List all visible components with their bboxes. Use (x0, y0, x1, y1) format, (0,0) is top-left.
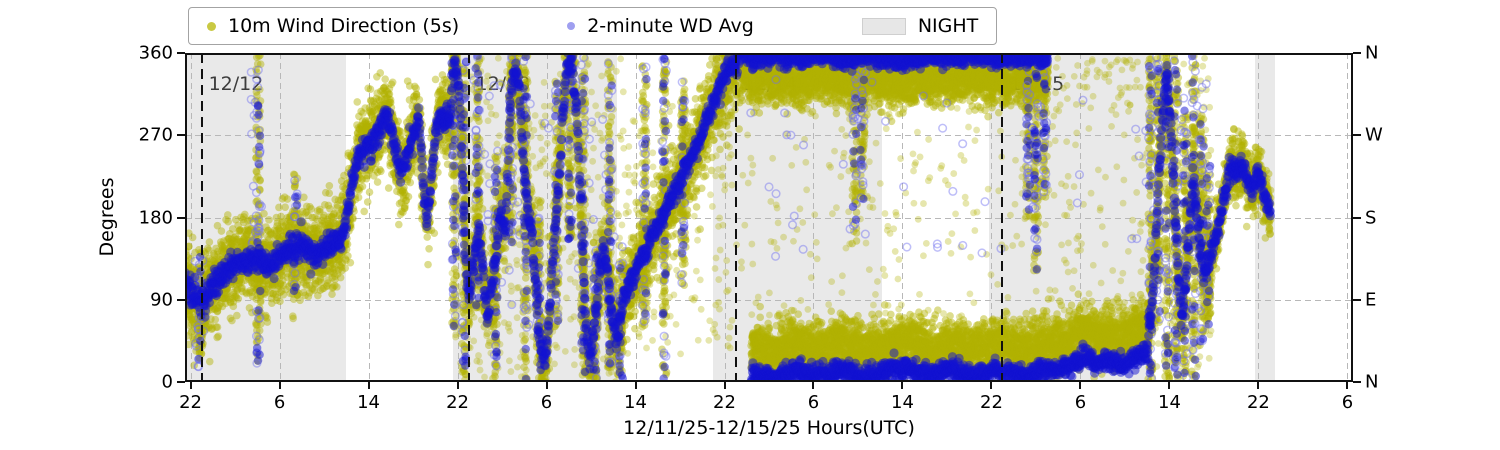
plot-area: 12/1212/1312/1412/15 (185, 53, 1353, 382)
x-tick-label: 22 (446, 392, 469, 413)
x-tick-mark (545, 382, 548, 389)
day-divider-line (200, 53, 203, 382)
x-tick-label: 22 (1246, 392, 1270, 413)
compass-label: W (1365, 124, 1383, 146)
legend-label: NIGHT (917, 15, 979, 37)
right-tick-mark (1353, 298, 1361, 301)
x-tick-label: 6 (807, 392, 820, 413)
y-tick-mark (177, 298, 185, 301)
x-tick-mark (812, 382, 815, 389)
x-tick-label: 6 (273, 392, 286, 413)
x-tick-label: 14 (357, 392, 380, 413)
legend: 10m Wind Direction (5s) 2-minute WD Avg NI… (188, 7, 998, 45)
compass-label: E (1365, 289, 1377, 311)
x-tick-mark (723, 382, 726, 389)
x-tick-label: 6 (1074, 392, 1087, 413)
y-tick-mark (177, 134, 185, 137)
legend-label: 2-minute WD Avg (587, 15, 754, 37)
y-tick-label: 180 (138, 207, 173, 228)
x-tick-label: 6 (1341, 392, 1354, 413)
right-tick-mark (1353, 381, 1361, 383)
x-tick-mark (990, 382, 993, 389)
wd-avg-marker-icon (567, 22, 576, 30)
compass-label: N (1365, 371, 1379, 393)
x-axis-label: 12/11/25-12/15/25 Hours(UTC) (623, 417, 915, 439)
day-divider-line (734, 53, 737, 382)
y-tick-label: 360 (138, 42, 173, 64)
x-tick-label: 14 (624, 392, 647, 413)
x-tick-mark (189, 382, 192, 389)
legend-item-2: NIGHT (861, 15, 979, 37)
x-tick-mark (456, 382, 459, 389)
legend-item-1: 2-minute WD Avg (567, 15, 754, 37)
right-tick-mark (1353, 52, 1361, 54)
x-tick-label: 6 (540, 392, 553, 413)
y-tick-mark (177, 381, 185, 383)
x-tick-label: 14 (1158, 392, 1181, 413)
x-tick-mark (367, 382, 370, 389)
x-tick-mark (1346, 382, 1349, 389)
y-tick-mark (177, 52, 185, 54)
x-tick-label: 22 (713, 392, 736, 413)
x-tick-mark (278, 382, 281, 389)
x-tick-mark (634, 382, 637, 389)
x-tick-label: 14 (891, 392, 914, 413)
y-axis-label: Degrees (96, 177, 118, 257)
right-tick-mark (1353, 134, 1361, 137)
scatter-canvas (185, 53, 1353, 382)
legend-item-0: 10m Wind Direction (5s) (207, 15, 459, 37)
y-tick-label: 0 (161, 371, 173, 393)
x-tick-mark (1168, 382, 1171, 389)
x-tick-mark (901, 382, 904, 389)
compass-label: S (1365, 207, 1377, 228)
x-tick-label: 22 (179, 392, 202, 413)
x-tick-mark (1079, 382, 1082, 389)
compass-label: N (1365, 42, 1379, 64)
x-tick-label: 22 (980, 392, 1003, 413)
day-divider-line (467, 53, 470, 382)
y-tick-label: 270 (138, 124, 173, 146)
y-tick-label: 90 (150, 289, 173, 311)
day-divider-line (1001, 53, 1004, 382)
right-tick-mark (1353, 216, 1361, 219)
y-tick-mark (177, 216, 185, 219)
x-tick-mark (1257, 382, 1260, 389)
wind-direction-marker-icon (207, 21, 216, 31)
legend-label: 10m Wind Direction (5s) (228, 15, 460, 37)
night-patch-icon (861, 17, 906, 35)
